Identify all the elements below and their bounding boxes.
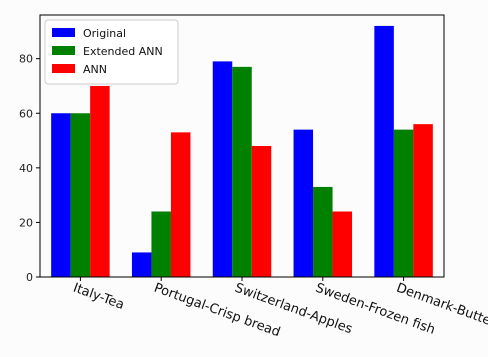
- bar-ann-3: [332, 211, 353, 277]
- bar-original-1: [131, 252, 152, 277]
- legend-swatch-ann: [52, 64, 75, 73]
- legend-label: ANN: [83, 63, 107, 76]
- bar-original-3: [293, 129, 314, 278]
- legend-swatch-extended-ann: [52, 46, 75, 55]
- bar-original-4: [374, 25, 394, 278]
- x-category-label: Italy-Tea: [71, 281, 126, 313]
- y-tick-label: 40: [19, 162, 33, 175]
- bar-ann-0: [90, 85, 110, 278]
- bar-extended-ann-1: [151, 211, 171, 277]
- bar-ann-4: [413, 124, 433, 277]
- x-labels-layer: Italy-Tea Portugal-Crisp breadSwitzerland…: [71, 277, 488, 340]
- bar-extended-ann-0: [70, 113, 91, 277]
- bar-extended-ann-3: [313, 186, 333, 277]
- bar-ann-1: [170, 132, 191, 277]
- bar-original-0: [51, 113, 71, 277]
- legend-label: Extended ANN: [83, 45, 163, 58]
- y-tick-label: 0: [26, 271, 33, 284]
- legend-label: Original: [83, 27, 126, 40]
- bar-original-2: [212, 61, 233, 278]
- y-tick-label: 20: [19, 216, 33, 229]
- legend: Original Extended ANN ANN: [44, 19, 179, 85]
- legend-box: [44, 19, 179, 85]
- bar-extended-ann-4: [393, 129, 414, 278]
- bar-ann-2: [251, 146, 272, 277]
- y-ticks-layer: 0 20 40 60 80: [19, 53, 40, 284]
- bar-extended-ann-2: [232, 66, 252, 277]
- legend-swatch-original: [52, 28, 75, 37]
- y-tick-label: 80: [19, 53, 33, 66]
- bars-layer: [51, 25, 433, 278]
- y-tick-label: 60: [19, 107, 33, 120]
